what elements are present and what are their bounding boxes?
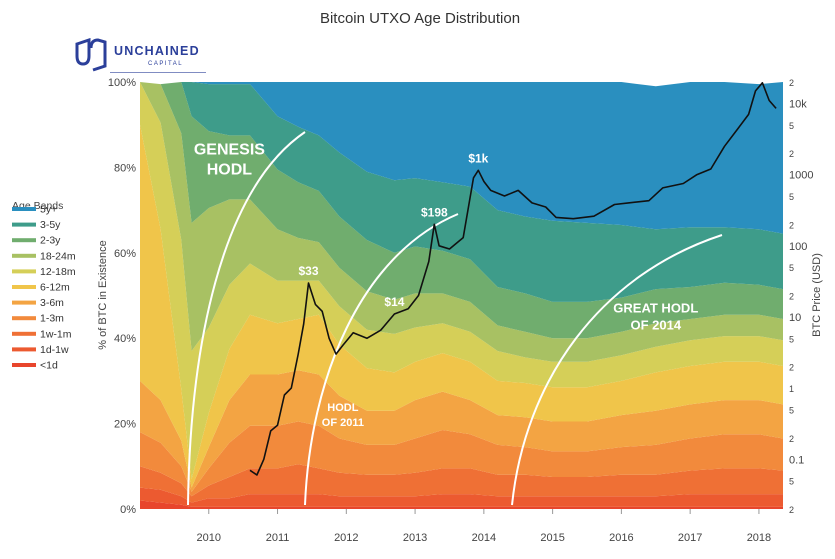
y-tick-label: 0% — [120, 504, 136, 516]
legend-label: 6-12m — [40, 282, 70, 294]
hodl-arcs — [187, 131, 723, 506]
annotation-labels: $33 $14 $198 $1k $19k GENESIS HODL HODL OF 2011 G… — [194, 64, 776, 429]
logo-subtitle: CAPITAL — [148, 61, 184, 67]
y2-tick-label: 5 — [789, 406, 794, 416]
price-label: $33 — [298, 264, 318, 278]
y2-tick-label: 5 — [789, 263, 794, 273]
area-band-4 — [140, 370, 783, 492]
hodl-arc-2 — [511, 234, 723, 506]
y-tick-label: 20% — [114, 419, 136, 431]
legend-label: 2-3y — [40, 235, 61, 247]
hodl-label: HODL — [327, 402, 358, 414]
price-label: $14 — [384, 295, 404, 309]
legend-label: 3-5y — [40, 219, 61, 231]
price-label: $19k — [749, 64, 776, 78]
y2-tick-label: 5 — [789, 477, 794, 487]
hodl-arc-0 — [187, 131, 306, 506]
y2-tick-label: 2 — [789, 292, 794, 302]
y2-tick-label: 2 — [789, 434, 794, 444]
y2-tick-label: 2 — [789, 78, 794, 88]
legend-label: 1d-1w — [40, 344, 69, 356]
area-band-1 — [140, 487, 783, 507]
legend-swatch — [12, 285, 36, 289]
area-band-10 — [140, 82, 783, 234]
legend-swatch — [12, 238, 36, 243]
area-band-7 — [140, 82, 783, 362]
legend-swatch — [12, 253, 36, 258]
logo-wordmark: UNCHAINED — [114, 44, 200, 58]
legend-swatch — [12, 347, 36, 352]
legend[interactable]: Age Bands<1d1d-1w1w-1m1-3m3-6m6-12m12-18… — [12, 200, 76, 372]
y-tick-label: 60% — [114, 248, 136, 260]
hodl-label: GREAT HODL — [613, 301, 698, 316]
hodl-label: GENESIS — [194, 142, 265, 159]
y-axis-label: % of BTC in Existence — [97, 240, 109, 349]
legend-swatch — [12, 222, 36, 227]
x-tick-label: 2014 — [472, 532, 496, 544]
y2-tick-label: 0.1 — [789, 454, 804, 466]
price-label: $198 — [421, 205, 448, 219]
legend-label: 1w-1m — [40, 328, 72, 340]
x-tick-label: 2015 — [540, 532, 564, 544]
area-band-2 — [140, 464, 783, 503]
legend-label: 5y+ — [40, 204, 57, 216]
y2-tick-label: 2 — [789, 363, 794, 373]
legend-swatch — [12, 331, 36, 336]
hodl-label: HODL — [207, 162, 253, 179]
y2-tick-label: 2 — [789, 220, 794, 230]
x-tick-label: 2012 — [334, 532, 358, 544]
y2-tick-label: 2 — [789, 149, 794, 159]
x-tick-label: 2010 — [197, 532, 221, 544]
price-label: $1k — [468, 151, 488, 165]
axes: 2010 2011 2012 2013 2014 2015 2016 2017 20180%20… — [108, 77, 814, 544]
age-band-areas — [140, 82, 783, 509]
y2-axis-label: BTC Price (USD) — [811, 253, 823, 337]
x-tick-label: 2016 — [609, 532, 633, 544]
legend-swatch — [12, 363, 36, 367]
area-band-8 — [140, 82, 783, 339]
legend-label: 12-18m — [40, 266, 76, 278]
legend-label: 3-6m — [40, 297, 64, 309]
hodl-label: OF 2014 — [630, 318, 681, 333]
chart-title: Bitcoin UTXO Age Distribution — [320, 10, 520, 27]
legend-swatch — [12, 316, 36, 321]
legend-label: 1-3m — [40, 313, 64, 325]
y2-tick-label: 5 — [789, 121, 794, 131]
y2-tick-label: 5 — [789, 192, 794, 202]
x-tick-label: 2013 — [403, 532, 427, 544]
y-tick-label: 40% — [114, 333, 136, 345]
area-band-5 — [140, 124, 783, 488]
hodl-arc-1 — [304, 213, 459, 506]
price-line — [249, 82, 777, 476]
y2-tick-label: 100 — [789, 241, 807, 253]
price-line-group — [249, 82, 777, 476]
x-tick-label: 2018 — [747, 532, 771, 544]
area-band-9 — [140, 82, 783, 302]
x-tick-label: 2017 — [678, 532, 702, 544]
area-band-6 — [140, 82, 783, 480]
y2-tick-label: 10k — [789, 98, 807, 110]
area-band-3 — [140, 421, 783, 497]
y2-tick-label: 2 — [789, 505, 794, 515]
legend-swatch — [12, 300, 36, 305]
area-band-0 — [140, 500, 783, 509]
legend-label: 18-24m — [40, 250, 76, 262]
y2-tick-label: 5 — [789, 334, 794, 344]
y-tick-label: 80% — [114, 162, 136, 174]
legend-label: <1d — [40, 360, 58, 372]
y2-tick-label: 10 — [789, 312, 801, 324]
logo-mark-icon — [75, 38, 107, 72]
logo-divider — [110, 72, 206, 73]
x-tick-label: 2011 — [266, 532, 290, 544]
y2-tick-label: 1000 — [789, 170, 813, 182]
y2-tick-label: 1 — [789, 384, 794, 394]
hodl-label: OF 2011 — [322, 417, 364, 429]
legend-swatch — [12, 269, 36, 274]
unchained-capital-logo: UNCHAINED CAPITAL — [74, 36, 214, 76]
y-tick-label: 100% — [108, 77, 136, 89]
legend-swatch — [12, 207, 36, 211]
